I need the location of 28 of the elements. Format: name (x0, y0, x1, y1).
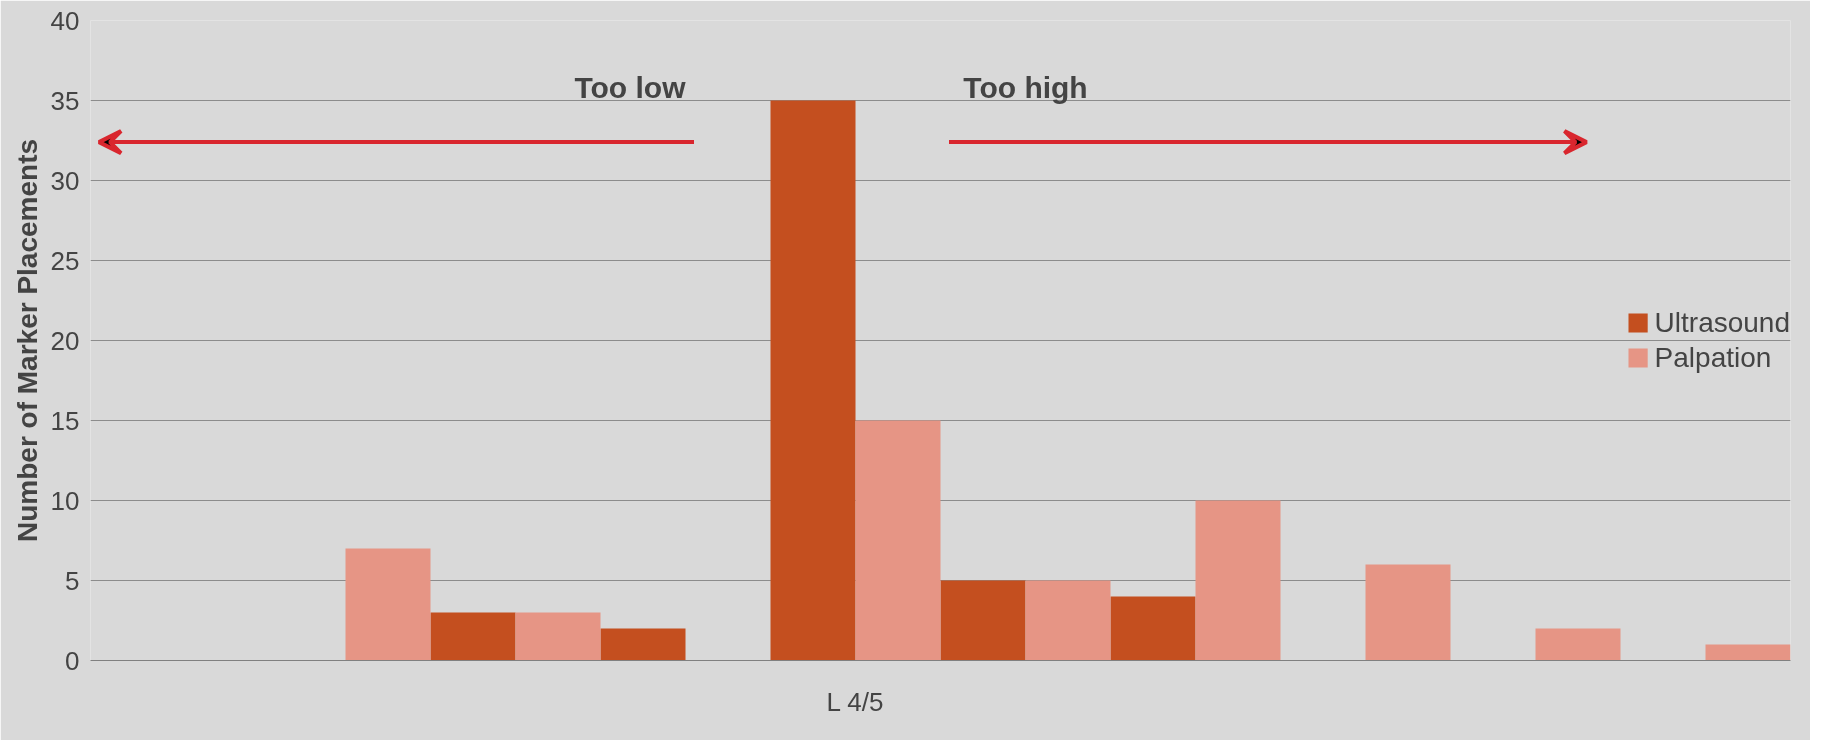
bar (345, 548, 431, 661)
y-tick-label: 20 (50, 325, 80, 356)
annotation: Too low (574, 70, 687, 104)
bar (515, 612, 601, 661)
y-tick-label: 0 (65, 645, 80, 676)
y-tick-label: 5 (65, 565, 80, 596)
bar (1365, 564, 1451, 661)
y-axis-title: Number of Marker Placements (11, 138, 43, 543)
legend-label: Ultrasound (1654, 306, 1790, 339)
bar (770, 100, 856, 661)
y-tick-label: 35 (50, 85, 80, 116)
y-tick-label: 40 (50, 5, 80, 36)
legend-label: Palpation (1654, 341, 1772, 374)
y-tick-label: 25 (50, 245, 80, 276)
bar (1195, 500, 1281, 661)
bar (1110, 596, 1196, 661)
bar (1705, 644, 1791, 661)
bar (1025, 580, 1111, 661)
annotation: Too high (963, 70, 1088, 104)
bar (600, 628, 686, 661)
bar (940, 580, 1026, 661)
y-tick-label: 15 (50, 405, 80, 436)
bar (855, 420, 941, 661)
y-tick-label: 10 (50, 485, 80, 516)
y-tick-label: 30 (50, 165, 80, 196)
x-tick-label: L 4/5 (826, 686, 884, 717)
bar (1535, 628, 1621, 661)
bar (430, 612, 516, 661)
